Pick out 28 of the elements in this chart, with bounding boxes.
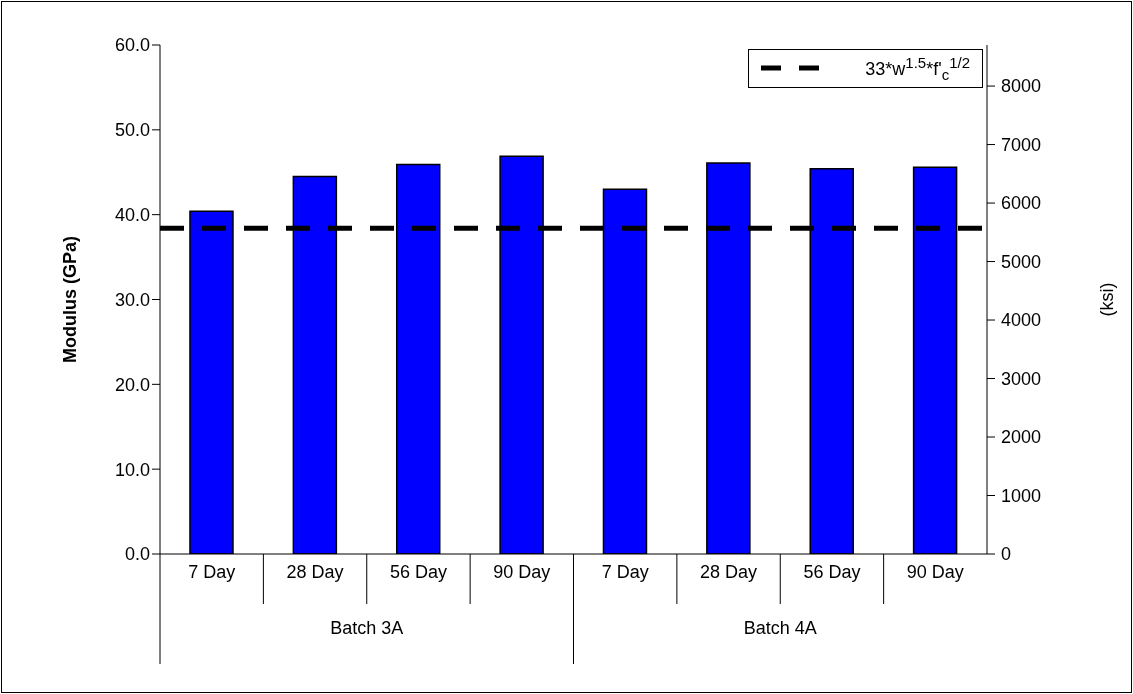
y-tick-label: 0.0 bbox=[124, 544, 150, 565]
text: Batch 3A bbox=[329, 618, 405, 639]
y2-tick-label: 2000 bbox=[1001, 427, 1042, 448]
y-tick-label: 50.0 bbox=[114, 120, 150, 141]
y2-axis-title: (ksi) bbox=[1097, 282, 1118, 317]
y2-tick-label: 7000 bbox=[1001, 134, 1042, 155]
x-tick-label: 56 Day bbox=[389, 562, 447, 582]
y-tick-label: 10.0 bbox=[114, 459, 150, 480]
y2-tick-label: 6000 bbox=[1001, 193, 1042, 214]
y-tick-label: 40.0 bbox=[114, 205, 150, 226]
y-tick-label: 60.0 bbox=[114, 35, 150, 56]
y2-tick-label: 3000 bbox=[1001, 368, 1042, 389]
x-tick-label: 28 Day bbox=[700, 562, 758, 582]
y2-tick-label: 0 bbox=[1001, 544, 1012, 564]
y2-tick-label: 4000 bbox=[1001, 310, 1042, 331]
y-axis-title: Modulus (GPa) bbox=[60, 236, 81, 363]
y2-tick-label: 1000 bbox=[1001, 485, 1042, 506]
x-tick-label: 28 Day bbox=[286, 562, 344, 582]
text: Batch 4A bbox=[742, 618, 818, 639]
y2-tick-label: 5000 bbox=[1001, 251, 1042, 272]
x-tick-label: 7 Day bbox=[601, 562, 649, 582]
y2-tick-label: 8000 bbox=[1001, 76, 1042, 97]
y-tick-label: 30.0 bbox=[114, 289, 150, 310]
x-tick-label: 56 Day bbox=[803, 562, 861, 582]
x-tick-label: 7 Day bbox=[188, 562, 236, 582]
y-tick-label: 20.0 bbox=[114, 374, 150, 395]
x-tick-label: 90 Day bbox=[493, 562, 551, 582]
x-tick-label: 90 Day bbox=[906, 562, 964, 582]
